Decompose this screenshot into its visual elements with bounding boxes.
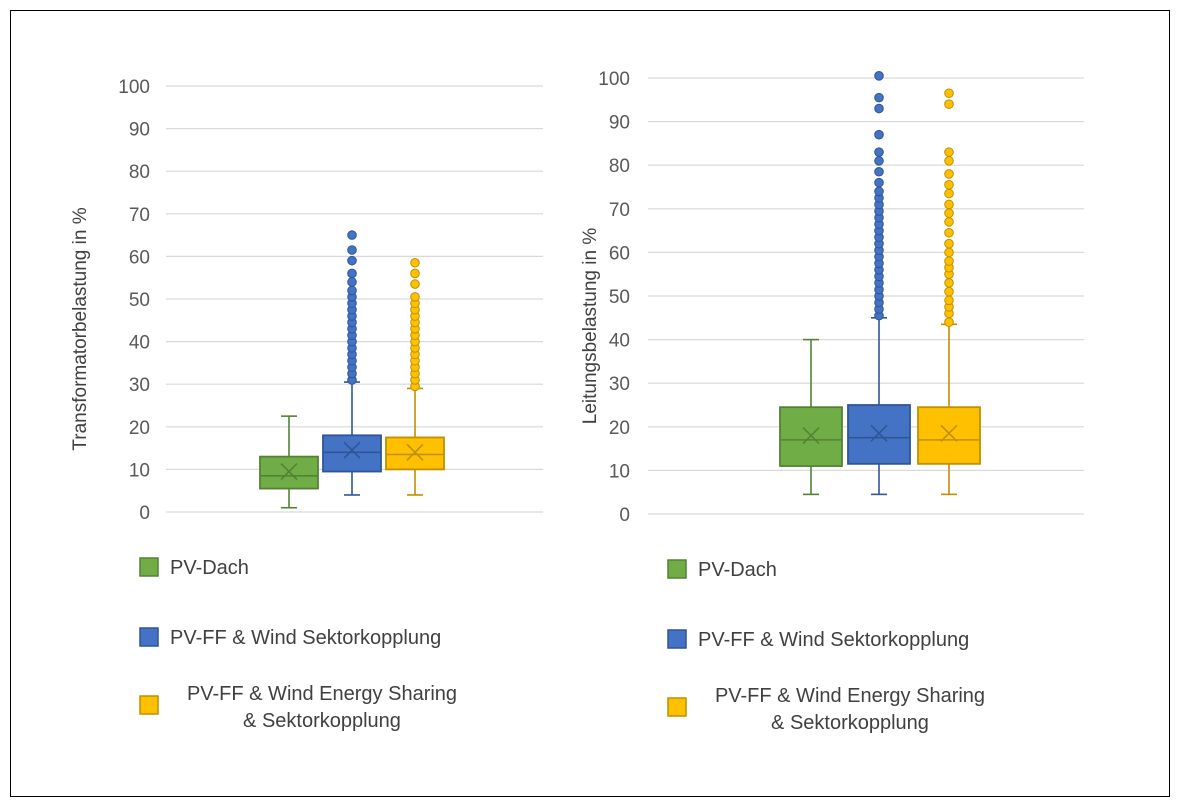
legend-swatch [139,627,159,647]
y-tick-label: 10 [129,460,150,481]
outlier-point [944,156,954,166]
outlier-point [874,129,884,140]
y-tick-label: 80 [609,156,630,177]
legend-label: PV-Dach [698,559,777,581]
outlier-point [944,295,954,306]
y-axis-label: Transformatorbelastung in % [70,207,91,450]
legend-swatch [667,697,687,717]
y-tick-label: 80 [129,162,150,183]
outlier-point [347,230,357,240]
outlier-point [944,180,954,190]
outlier-point [944,188,954,199]
chart-1: 0 10 20 30 40 50 60 70 80 90 100 Transformatorbelas… [70,77,543,732]
legend-label: PV-FF & Wind Energy Sharing & Sektorkoppl… [187,683,457,732]
outlier-point [944,317,954,327]
outlier-point [874,103,884,114]
outlier-point [874,147,884,157]
outlier-point [944,247,954,258]
y-axis-label: Leitungsbelastung in % [580,228,601,425]
box-iqr [322,434,382,473]
outlier-point [347,255,357,266]
y-tick-label: 100 [118,77,150,98]
y-tick-label: 0 [619,505,630,526]
chart-2: 0 10 20 30 40 50 60 70 80 90 100 Leitungsbelastung … [580,69,1084,734]
outlier-point [874,71,884,81]
legend-swatch [667,629,687,649]
outlier-point [874,177,884,188]
y-tick-label: 70 [129,205,150,226]
outlier-point [944,217,954,227]
y-tick-label: 0 [139,503,150,524]
legend-label: PV-FF & Wind Sektorkopplung [170,627,441,649]
legend-swatch [139,557,159,577]
y-tick-label: 40 [609,331,630,352]
y-tick-label: 30 [129,375,150,396]
outlier-point [944,199,954,210]
y-tick-label: 20 [609,418,630,439]
box-3 [917,88,981,496]
outlier-point [874,156,884,166]
outlier-point [944,99,954,109]
legend-swatch [139,695,159,715]
box-1 [259,415,319,509]
outlier-point [944,256,954,266]
outlier-point [944,278,954,288]
outlier-point [410,279,420,289]
outlier-point [347,268,357,279]
outlier-point [347,285,357,296]
y-tick-label: 30 [609,374,630,395]
box-1 [779,338,843,496]
y-tick-label: 10 [609,461,630,482]
box-iqr [917,406,981,465]
box-2 [322,230,382,496]
y-tick-label: 60 [609,243,630,264]
y-tick-label: 70 [609,200,630,221]
outlier-point [347,277,357,287]
box-3 [385,257,445,496]
outlier-point [410,268,420,279]
legend-swatch [667,559,687,579]
outlier-point [874,186,884,197]
outlier-point [410,292,420,302]
outlier-point [944,88,954,99]
outlier-point [944,238,954,249]
outlier-point [874,166,884,177]
y-tick-label: 60 [129,247,150,268]
box-2 [847,71,911,496]
y-tick-label: 50 [129,290,150,311]
figure-frame [10,10,1170,797]
outlier-point [410,257,420,268]
legend-label: PV-FF & Wind Energy Sharing & Sektorkoppl… [715,685,985,734]
outlier-point [944,208,954,218]
y-tick-label: 90 [609,113,630,134]
legend-label: PV-Dach [170,557,249,579]
mean-marker [870,424,888,442]
outlier-point [874,92,884,103]
outlier-point [944,147,954,157]
mean-marker [802,426,820,445]
y-tick-label: 100 [598,69,630,90]
mean-marker [280,462,298,481]
outlier-point [944,227,954,238]
legend-label: PV-FF & Wind Sektorkopplung [698,629,969,651]
outlier-point [944,169,954,179]
y-tick-label: 90 [129,120,150,141]
outlier-point [347,245,357,255]
mean-marker [343,441,361,459]
mean-marker [406,443,424,461]
outlier-point [944,286,954,297]
y-tick-label: 20 [129,418,150,439]
y-tick-label: 50 [609,287,630,308]
mean-marker [940,424,958,442]
y-tick-label: 40 [129,333,150,354]
